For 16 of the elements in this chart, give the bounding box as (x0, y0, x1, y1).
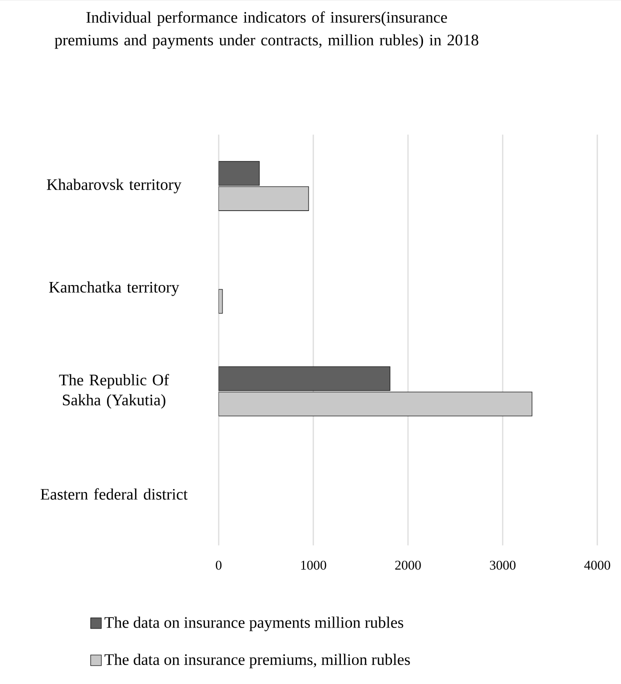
x-tick-label: 0 (216, 560, 222, 570)
chart-title: Individual performance indicators of insurers(insurance premiums and payments under contracts, million rubles) in 2018 (54, 11, 478, 49)
x-tick-label: 1000 (301, 560, 326, 570)
bar (218, 186, 309, 211)
bar (218, 366, 390, 391)
y-tick-label: The Republic Of Sakha (Yakutia) (58, 374, 169, 409)
y-tick-label: Khabarovsk territory (46, 178, 182, 194)
bar (218, 161, 260, 186)
y-tick-label: Eastern federal district (40, 488, 188, 500)
bar (218, 392, 532, 416)
legend-label: The data on insurance premiums, million rubles (104, 654, 410, 668)
x-tick-label: 4000 (584, 560, 610, 570)
y-tick-label: Kamchatka territory (48, 281, 180, 296)
x-tick-label: 2000 (395, 560, 421, 570)
x-tick-label: 3000 (490, 560, 516, 570)
legend-label: The data on insurance payments million rubles (104, 616, 404, 632)
